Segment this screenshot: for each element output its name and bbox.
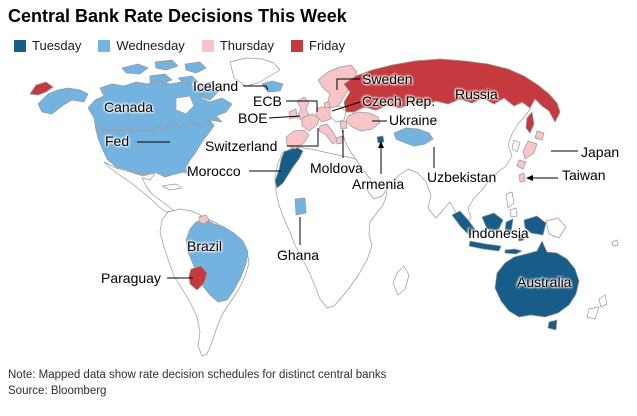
label-armenia: Armenia bbox=[352, 176, 405, 192]
region-cuba bbox=[161, 183, 183, 191]
label-ukraine: Ukraine bbox=[389, 112, 438, 128]
region-greenland bbox=[229, 57, 281, 87]
label-boe: BOE bbox=[238, 110, 268, 126]
region-indonesia-sulawesi bbox=[504, 218, 514, 234]
region-philippines-north bbox=[505, 191, 515, 209]
region-russia bbox=[343, 58, 561, 123]
legend-label-wednesday: Wednesday bbox=[116, 38, 185, 53]
leader-switzerland bbox=[287, 128, 319, 147]
leader-ecb bbox=[286, 100, 318, 112]
label-taiwan: Taiwan bbox=[562, 167, 606, 183]
region-usa bbox=[95, 119, 215, 178]
legend-item-friday: Friday bbox=[291, 38, 345, 53]
region-ukraine bbox=[345, 111, 381, 132]
label-paraguay: Paraguay bbox=[101, 270, 161, 286]
label-sweden: Sweden bbox=[362, 71, 413, 87]
legend-swatch-friday bbox=[291, 39, 304, 52]
legend-label-tuesday: Tuesday bbox=[32, 38, 82, 53]
footer: Note: Mapped data show rate decision sch… bbox=[8, 367, 386, 399]
region-arctic-island-2 bbox=[154, 59, 179, 71]
label-iceland: Iceland bbox=[193, 78, 239, 94]
footer-source: Source: Bloomberg bbox=[8, 385, 107, 398]
region-papua-new-guinea bbox=[545, 217, 567, 239]
region-paraguay bbox=[188, 265, 208, 291]
region-philippines-south bbox=[509, 207, 518, 218]
label-uzbekistan: Uzbekistan bbox=[427, 169, 497, 185]
region-indonesia-java bbox=[468, 240, 502, 252]
region-indonesia-lesser-sunda bbox=[504, 248, 523, 255]
region-russia-west-tip bbox=[29, 81, 54, 96]
label-moldova: Moldova bbox=[310, 160, 363, 176]
region-japan-honshu bbox=[522, 140, 538, 160]
region-france bbox=[301, 113, 321, 132]
leader-armenia-arrowhead bbox=[378, 141, 384, 148]
page-title: Central Bank Rate Decisions This Week bbox=[8, 6, 347, 26]
label-brazil: Brazil bbox=[187, 238, 223, 254]
leader-boe bbox=[268, 115, 301, 119]
leader-lines bbox=[137, 78, 578, 279]
region-new-zealand-south bbox=[586, 306, 600, 320]
region-italy bbox=[318, 123, 339, 145]
legend-swatch-thursday bbox=[201, 39, 214, 52]
region-japan-kyushu bbox=[516, 159, 527, 170]
leader-taiwan-arrowhead bbox=[526, 175, 533, 181]
region-indonesia-sumatra bbox=[451, 210, 477, 237]
region-taiwan bbox=[518, 172, 526, 183]
label-indonesia: Indonesia bbox=[468, 225, 529, 241]
label-ghana: Ghana bbox=[277, 247, 320, 263]
region-fiji bbox=[611, 239, 619, 247]
label-czech-rep: Czech Rep. bbox=[362, 93, 436, 109]
region-guyana bbox=[198, 214, 210, 225]
region-mexico bbox=[103, 161, 175, 213]
region-denmark bbox=[323, 101, 331, 109]
leader-czech bbox=[331, 101, 361, 112]
label-fed: Fed bbox=[105, 133, 130, 149]
region-greece bbox=[335, 135, 344, 145]
label-switzerland: Switzerland bbox=[205, 138, 278, 154]
label-canada: Canada bbox=[104, 99, 154, 115]
region-uzbekistan bbox=[393, 127, 434, 147]
legend-label-thursday: Thursday bbox=[219, 38, 275, 53]
label-ecb: ECB bbox=[253, 93, 282, 109]
legend-label-friday: Friday bbox=[309, 38, 346, 53]
region-tasmania bbox=[547, 319, 558, 331]
leader-sweden bbox=[336, 78, 360, 90]
region-indonesia-maluku bbox=[517, 233, 525, 242]
region-australia bbox=[494, 240, 580, 318]
region-arctic-island-1 bbox=[121, 63, 149, 75]
legend-swatch-tuesday bbox=[14, 39, 26, 52]
legend: Tuesday Wednesday Thursday Friday bbox=[14, 38, 345, 53]
region-ireland bbox=[288, 108, 298, 120]
legend-item-thursday: Thursday bbox=[201, 38, 275, 53]
label-morocco: Morocco bbox=[187, 163, 241, 179]
region-poland-patch bbox=[329, 105, 347, 123]
region-indonesia-borneo bbox=[481, 212, 504, 232]
label-russia: Russia bbox=[455, 86, 498, 102]
colored-regions bbox=[29, 58, 580, 331]
legend-item-wednesday: Wednesday bbox=[98, 38, 185, 53]
region-sakhalin bbox=[525, 111, 535, 134]
footer-note: Note: Mapped data show rate decision sch… bbox=[8, 369, 387, 381]
label-japan: Japan bbox=[581, 144, 620, 160]
region-indonesia-papua bbox=[523, 215, 547, 236]
region-arctic-island-3 bbox=[184, 61, 207, 74]
region-moldova bbox=[339, 120, 348, 130]
legend-item-tuesday: Tuesday bbox=[14, 38, 81, 53]
leader-iceland bbox=[243, 85, 269, 91]
region-morocco bbox=[274, 146, 304, 189]
legend-swatch-wednesday bbox=[98, 39, 111, 52]
region-alaska bbox=[37, 87, 89, 115]
region-ghana bbox=[294, 197, 307, 216]
region-japan-hokkaido bbox=[534, 130, 545, 141]
region-korea bbox=[511, 139, 521, 153]
label-australia: Australia bbox=[517, 274, 572, 290]
region-armenia bbox=[376, 135, 385, 144]
region-new-zealand-north bbox=[598, 294, 608, 308]
hudson-bay bbox=[175, 95, 195, 115]
region-madagascar bbox=[392, 265, 410, 296]
